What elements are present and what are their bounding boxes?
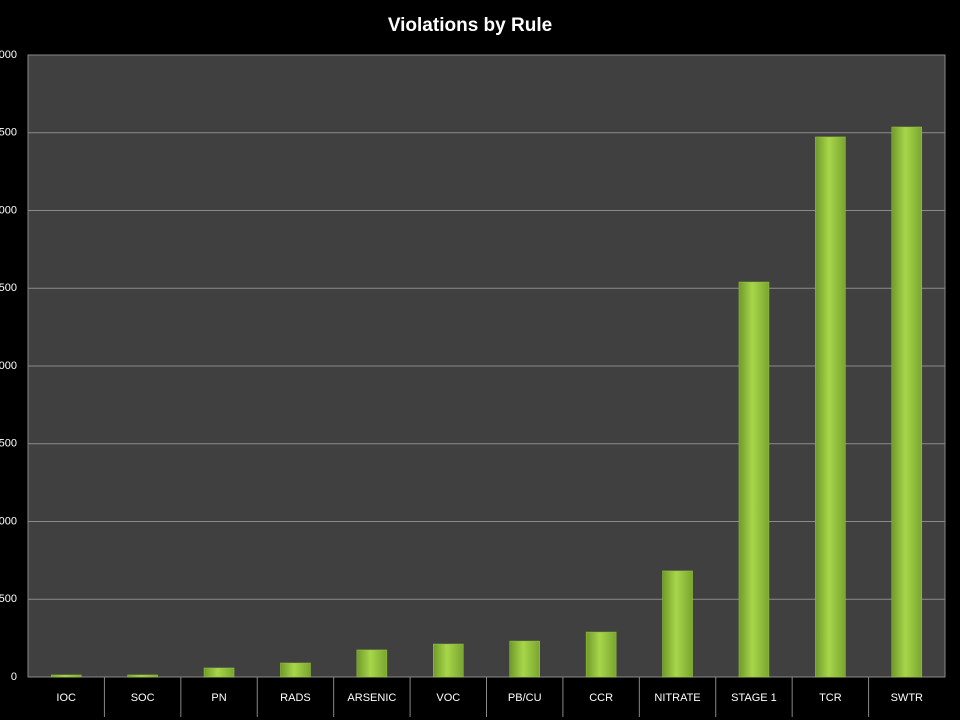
y-tick-label: 2000 [0, 360, 17, 372]
y-tick-label: 3500 [0, 127, 17, 139]
bar [738, 281, 770, 678]
x-tick-label: VOC [436, 692, 460, 704]
bar [509, 640, 540, 678]
x-tick-label: ARSENIC [347, 692, 396, 704]
bar [127, 674, 158, 678]
chart-title: Violations by Rule [388, 15, 552, 36]
bar [356, 649, 388, 678]
y-tick-label: 500 [0, 593, 17, 605]
x-tick-label: NITRATE [654, 692, 700, 704]
y-tick-label: 0 [11, 671, 17, 683]
bar [815, 136, 846, 678]
bar [891, 126, 923, 678]
x-tick-label: STAGE 1 [731, 692, 777, 704]
x-tick-label: SWTR [891, 692, 923, 704]
bar [585, 631, 617, 678]
bar [280, 662, 311, 678]
bar [203, 667, 235, 678]
x-tick-label: TCR [819, 692, 842, 704]
x-tick-label: RADS [280, 692, 311, 704]
x-tick-label: CCR [589, 692, 613, 704]
bar [433, 643, 464, 678]
x-tick-label: SOC [131, 692, 155, 704]
x-tick-label: PB/CU [508, 692, 542, 704]
y-tick-label: 4000 [0, 49, 17, 61]
bar [662, 570, 693, 678]
y-tick-label: 1000 [0, 515, 17, 527]
x-tick-label: IOC [56, 692, 76, 704]
y-tick-label: 2500 [0, 282, 17, 294]
y-tick-label: 1500 [0, 438, 17, 450]
bar [50, 674, 82, 678]
x-tick-label: PN [211, 692, 226, 704]
y-tick-label: 3000 [0, 204, 17, 216]
